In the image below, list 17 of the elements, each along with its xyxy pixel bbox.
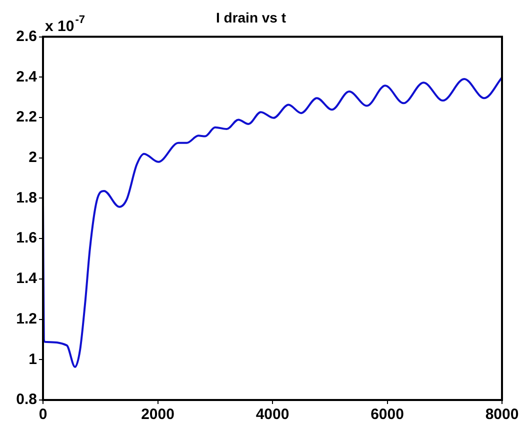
x-tick-label: 2000 [141,406,174,424]
line-series [43,76,502,368]
y-tick-label: 1.8 [16,189,37,206]
x-tick-label: 6000 [370,406,404,424]
y-tick-label: 2.2 [16,108,37,126]
x-tick-label: 4000 [256,406,290,424]
y-tick-label: 1.4 [16,270,38,288]
chart-title: I drain vs t [216,9,286,26]
x-tick-label: 8000 [485,406,519,424]
x-tick-label: 0 [38,406,48,424]
y-tick-label: 0.8 [16,391,37,408]
y-tick-label: 2.6 [16,28,37,45]
y-tick-label: 1.6 [16,230,37,247]
y-tick-label: 1.2 [16,310,37,328]
y-tick-label: 1 [28,350,37,368]
y-tick-label: 2.4 [16,68,38,86]
y-tick-label: 2 [28,149,37,166]
